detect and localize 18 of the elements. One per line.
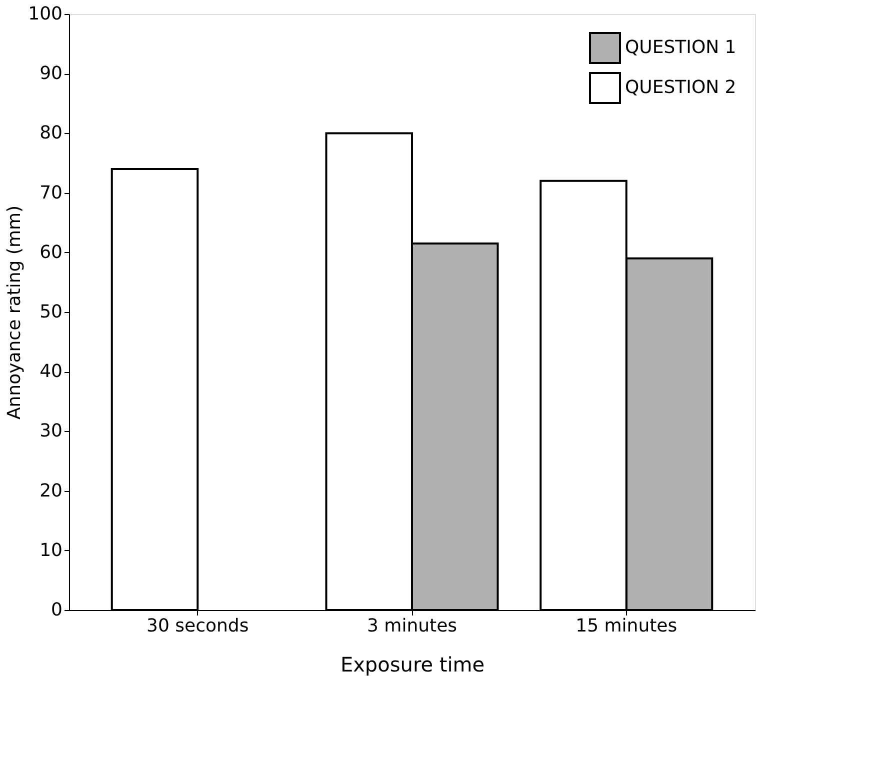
y-tick-label: 0 xyxy=(51,600,62,620)
legend-label: QUESTION 2 xyxy=(625,77,736,98)
x-tick-label: 30 seconds xyxy=(146,616,249,636)
y-tick-label: 70 xyxy=(40,182,62,204)
y-tick-label: 20 xyxy=(40,480,62,502)
y-axis-title: Annoyance rating (mm) xyxy=(4,205,26,420)
y-tick-label: 30 xyxy=(40,420,62,442)
y-tick-label: 100 xyxy=(28,4,62,24)
y-tick-label: 10 xyxy=(40,540,62,561)
legend-label: QUESTION 1 xyxy=(625,37,736,58)
x-axis-title: Exposure time xyxy=(340,652,485,676)
y-tick-label: 60 xyxy=(40,242,62,263)
y-tick-label: 40 xyxy=(40,361,62,382)
x-tick-label: 15 minutes xyxy=(576,616,678,636)
y-tick-label: 50 xyxy=(40,302,62,322)
y-tick-label: 80 xyxy=(40,122,62,144)
x-tick-label: 3 minutes xyxy=(366,616,458,636)
y-tick-label: 90 xyxy=(40,63,62,84)
